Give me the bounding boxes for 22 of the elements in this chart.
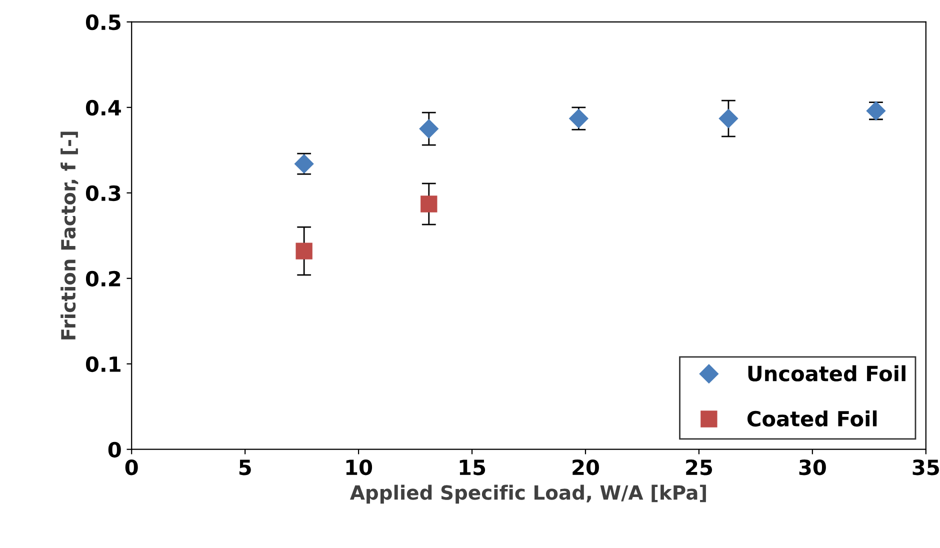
x-tick-label: 30	[799, 459, 826, 476]
x-tick-label: 10	[346, 459, 372, 476]
x-tick-label: 0	[125, 459, 138, 476]
point	[419, 119, 438, 138]
y-tick-label: 0.3	[86, 185, 120, 202]
x-tick-label: 5	[239, 460, 251, 476]
point	[420, 196, 438, 212]
point	[296, 242, 312, 260]
x-tick-label: 25	[686, 459, 712, 476]
y-tick-label: 0.5	[86, 14, 120, 30]
x-tick-label: 15	[460, 460, 486, 476]
x-tick-label: 35	[912, 459, 939, 476]
point	[718, 108, 738, 128]
y-axis-title: Friction Factor, f [-]	[60, 132, 78, 340]
y-tick-label: 0	[108, 442, 121, 458]
legend-label: Uncoated Foil	[748, 365, 906, 382]
y-tick-label: 0.1	[86, 356, 120, 372]
legend-label: Coated Foil	[747, 410, 877, 427]
y-tick-label: 0.4	[86, 100, 121, 116]
x-tick-label: 20	[572, 459, 599, 476]
x-axis-title: Applied Specific Load, W/A [kPa]	[350, 484, 706, 504]
y-tick-label: 0.2	[86, 270, 120, 287]
